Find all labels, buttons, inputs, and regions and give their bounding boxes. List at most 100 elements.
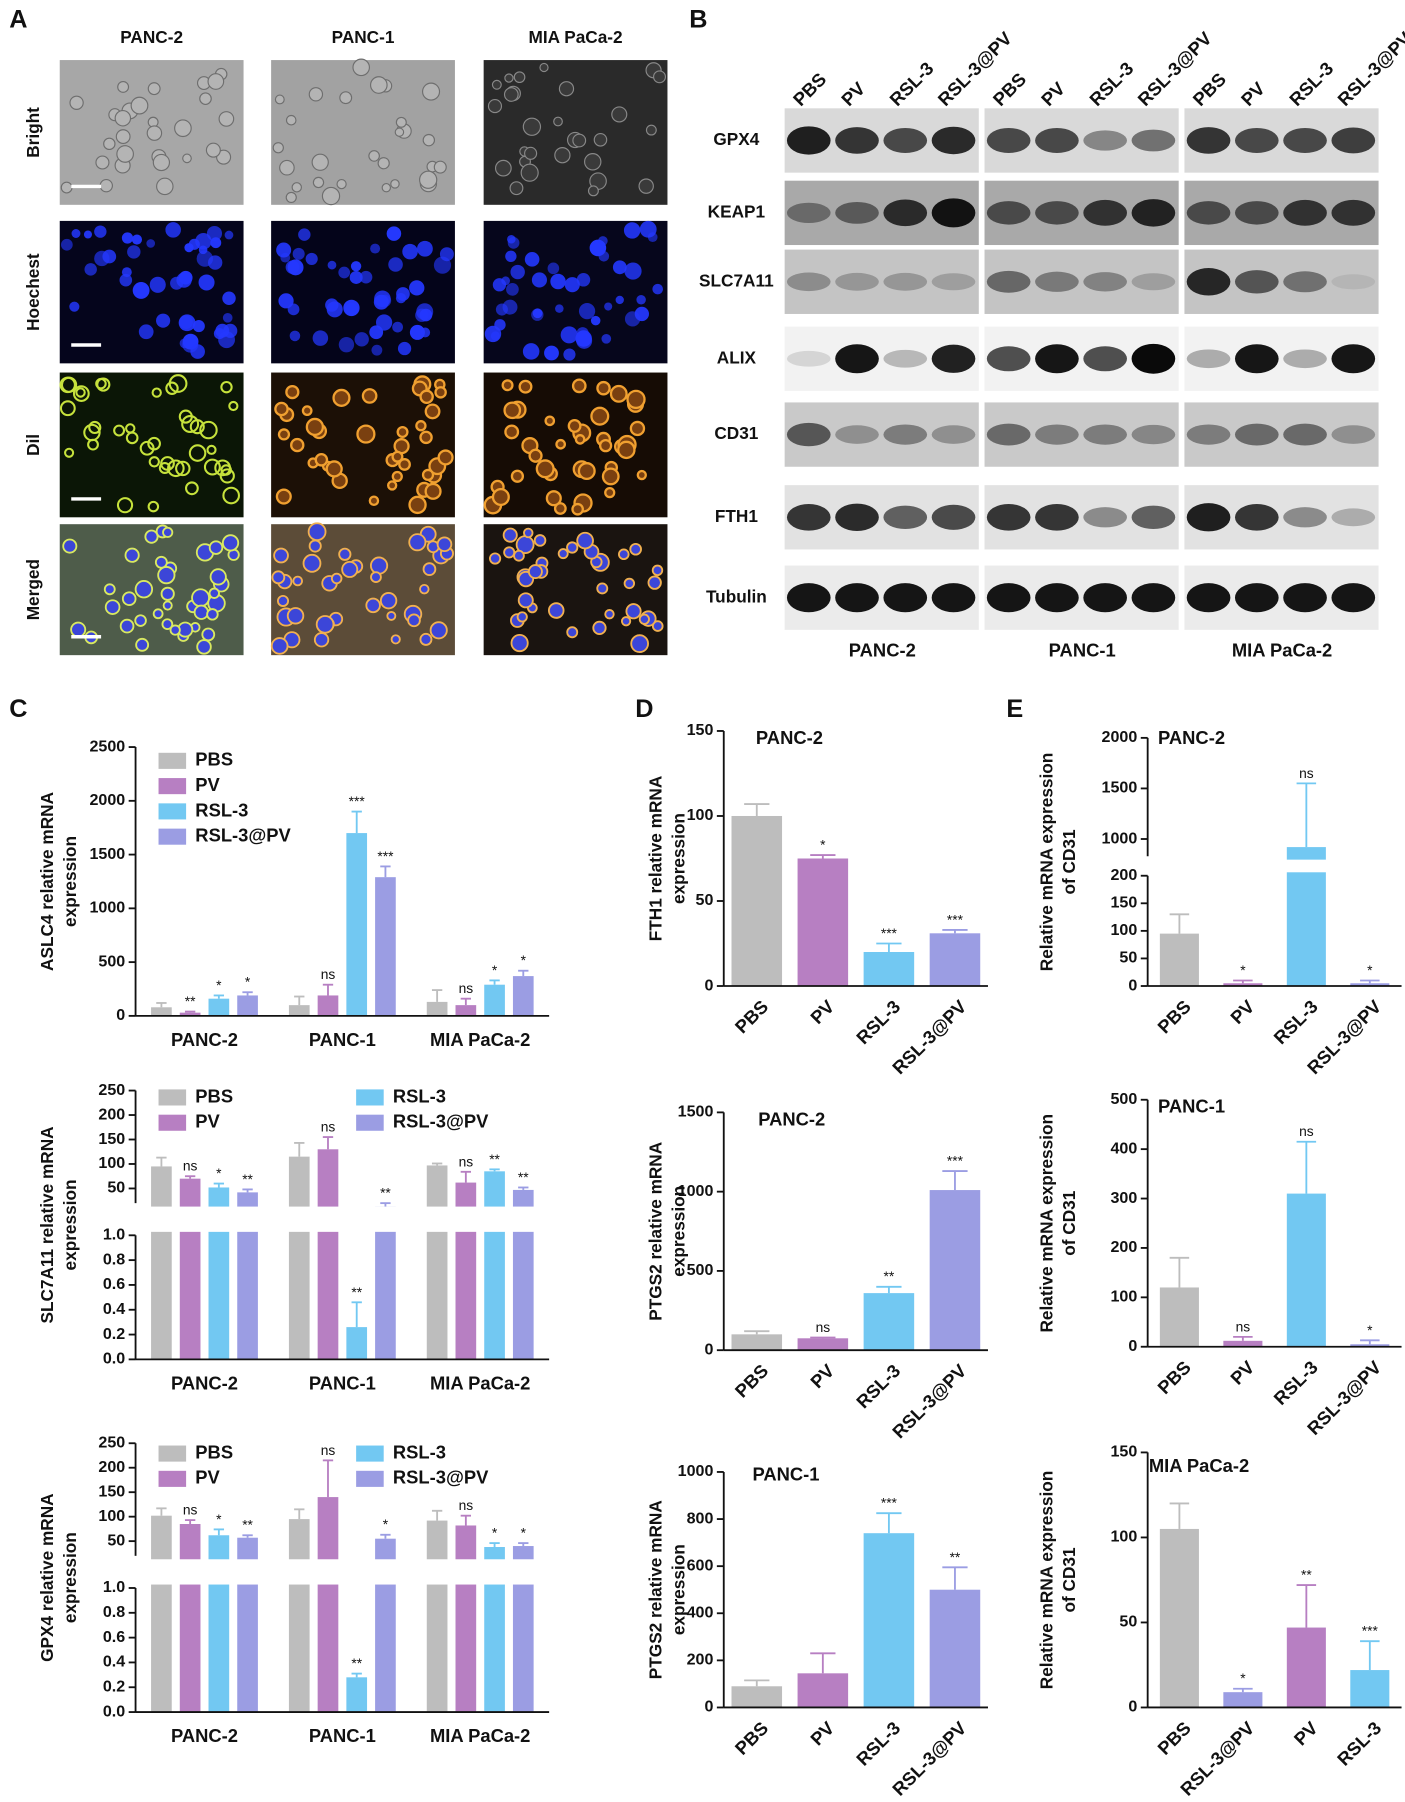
cell: [391, 470, 403, 483]
significance-label: **: [518, 1170, 529, 1185]
y-tick-label: 1500: [89, 845, 125, 863]
significance-label: **: [489, 1152, 500, 1167]
cell: [121, 591, 137, 606]
cell: [359, 270, 373, 284]
cell: [557, 548, 569, 560]
blot-band: [931, 504, 976, 530]
panel-label: A: [9, 6, 27, 34]
cell: [116, 145, 134, 163]
cell: [208, 540, 224, 555]
blot-band: [1035, 424, 1079, 445]
cell: [593, 132, 608, 147]
cell: [584, 153, 602, 171]
cell: [520, 163, 539, 182]
cell: [434, 386, 447, 399]
bar: [237, 1192, 258, 1360]
significance-label: ns: [321, 967, 336, 982]
cell: [161, 618, 174, 631]
cell: [279, 159, 295, 176]
lane-label: RSL-3: [1285, 58, 1337, 110]
legend-label: PBS: [195, 1441, 233, 1462]
y-tick-label: 0: [704, 1340, 713, 1358]
cell: [115, 129, 131, 145]
cell: [397, 341, 412, 356]
protein-label: Tubulin: [706, 586, 767, 606]
cell: [596, 380, 611, 396]
cell: [312, 330, 329, 346]
cell: [598, 438, 613, 453]
cell: [419, 632, 433, 646]
cell: [199, 92, 212, 105]
cell: [408, 495, 427, 515]
cell: [160, 586, 175, 601]
blot-band: [786, 422, 831, 447]
y-axis-label: Relative mRNA expression: [1036, 753, 1056, 972]
cell: [609, 384, 628, 403]
blot-band: [1186, 503, 1231, 532]
bar: [1286, 1627, 1326, 1708]
cell: [510, 264, 525, 280]
x-tick-label: RSL-3: [852, 1717, 904, 1769]
cell: [71, 229, 81, 238]
cell: [162, 526, 174, 538]
row-label: Dil: [23, 434, 43, 456]
significance-label: ns: [459, 1154, 474, 1169]
blot-band: [1035, 344, 1079, 374]
cell: [386, 226, 402, 241]
cell: [517, 592, 534, 609]
y-axis-label: Relative mRNA expression: [1036, 1114, 1056, 1333]
cell: [368, 150, 380, 162]
cell: [518, 379, 533, 394]
cell: [547, 602, 565, 619]
blot-band: [1035, 271, 1079, 292]
axis-break: [134, 1559, 551, 1585]
cell: [286, 607, 305, 625]
cell: [487, 99, 503, 114]
cell: [75, 387, 86, 398]
x-tick-label: PBS: [731, 1717, 773, 1759]
bar: [288, 1519, 310, 1713]
cell: [375, 314, 393, 331]
panel-label: C: [9, 695, 27, 723]
blot-band: [1331, 274, 1376, 290]
cell: [494, 159, 512, 177]
cell: [388, 257, 403, 272]
legend-label: PBS: [195, 1085, 233, 1106]
cell: [285, 260, 300, 275]
group-label: MIA PaCa-2: [1232, 640, 1332, 661]
blot-band: [1131, 505, 1176, 530]
column-header: PANC-1: [332, 27, 395, 47]
cell: [332, 388, 351, 407]
cell: [424, 482, 442, 500]
cell: [302, 553, 322, 573]
cell: [494, 319, 506, 331]
cell: [121, 232, 134, 244]
blot-band: [1234, 270, 1279, 294]
y-tick-label: 1000: [678, 1462, 714, 1480]
blot-band: [1283, 507, 1327, 528]
bar: [731, 815, 783, 987]
chart-subtitle: MIA PaCa-2: [1149, 1455, 1249, 1476]
cell: [436, 536, 453, 553]
cell: [125, 423, 136, 434]
cell: [424, 403, 441, 420]
cell: [420, 327, 431, 338]
bar: [731, 1334, 783, 1351]
bar: [375, 1206, 396, 1360]
cell: [134, 614, 147, 627]
y-axis-label: of CD31: [1059, 1547, 1079, 1612]
blot-band: [1283, 199, 1327, 226]
panel-label: E: [1006, 695, 1023, 723]
cell: [218, 331, 235, 349]
cell: [134, 580, 154, 599]
blot-band: [1234, 503, 1279, 531]
cell: [301, 405, 313, 417]
bar: [288, 1156, 310, 1360]
chart-subtitle: PANC-2: [756, 727, 823, 748]
cell: [99, 178, 113, 193]
cell: [365, 597, 381, 614]
cell: [326, 301, 343, 318]
cell: [154, 555, 168, 569]
cell: [138, 324, 154, 340]
significance-label: ***: [377, 849, 394, 864]
